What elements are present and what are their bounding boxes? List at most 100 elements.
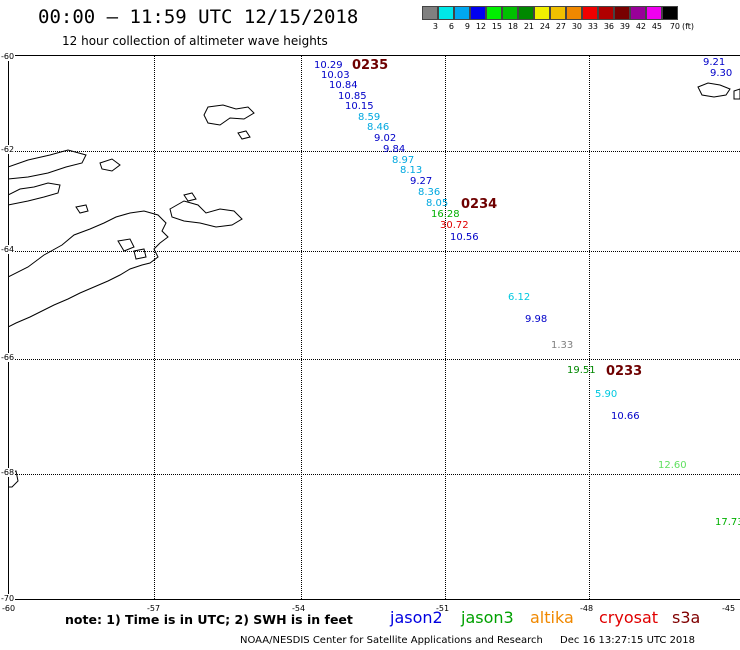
wave-height-label: 6.12 (508, 292, 531, 303)
wave-height-label: 8.36 (418, 187, 441, 198)
satellite-label: s3a (672, 608, 701, 627)
satellite-label: cryosat (599, 608, 659, 627)
wave-height-label: 17.73 (715, 517, 740, 528)
coastline-island (99, 158, 121, 172)
timestamp-text: Dec 16 13:27:15 UTC 2018 (560, 635, 696, 646)
wave-height-label: 8.97 (392, 155, 415, 166)
pass-time-label: 0235 (352, 58, 389, 73)
legend-label: 39 (619, 22, 630, 31)
coastline-island (8, 182, 61, 206)
legend-swatch (470, 6, 486, 20)
coastline-map (8, 82, 740, 488)
lon-label: -48 (580, 604, 594, 613)
legend-swatch (630, 6, 646, 20)
wave-height-label: 9.98 (525, 314, 548, 325)
legend-label: 12 (475, 22, 486, 31)
legend-swatch (518, 6, 534, 20)
wave-height-label: 10.56 (450, 232, 479, 243)
wave-height-label: 10.03 (321, 70, 350, 81)
legend-label: 9 (464, 22, 470, 31)
wave-height-label: 10.84 (329, 80, 358, 91)
legend-swatch (550, 6, 566, 20)
satellite-label: jason3 (461, 608, 514, 627)
wave-height-label: 9.84 (383, 144, 406, 155)
legend-label: 27 (555, 22, 566, 31)
legend-swatch (438, 6, 454, 20)
legend-swatch (566, 6, 582, 20)
legend-unit: (ft) (682, 22, 695, 31)
wave-height-label: 1.33 (551, 340, 574, 351)
coastline-island (169, 200, 243, 228)
coastline-island (733, 88, 740, 100)
lat-label: -64 (0, 245, 16, 254)
wave-height-label: 10.29 (314, 60, 343, 71)
map-frame (8, 55, 740, 600)
legend-label: 18 (507, 22, 518, 31)
wave-height-label: 8.59 (358, 112, 381, 123)
coastline-island (237, 130, 251, 140)
lon-gridline (301, 56, 302, 599)
footer-credit: NOAA/NESDIS Center for Satellite Applica… (240, 635, 695, 646)
coastline-peninsula (8, 210, 169, 328)
coastline-island (183, 192, 197, 202)
lon-gridline (589, 56, 590, 599)
wave-height-label: 10.85 (338, 91, 367, 102)
lon-label: -60 (2, 604, 16, 613)
wave-height-label: 10.15 (345, 101, 374, 112)
legend-swatch (662, 6, 678, 20)
wave-height-label: 8.46 (367, 122, 390, 133)
wave-height-label: 8.05 (426, 198, 449, 209)
legend-swatch (598, 6, 614, 20)
wave-height-label: 16.28 (431, 209, 460, 220)
wave-height-label: 9.21 (703, 57, 726, 68)
legend-label: 30 (571, 22, 582, 31)
legend-swatch (422, 6, 438, 20)
legend-swatches (422, 6, 694, 20)
legend-swatch (502, 6, 518, 20)
legend-swatch (454, 6, 470, 20)
coastline-island (8, 149, 87, 180)
lat-gridline (9, 151, 740, 152)
wave-height-label: 9.02 (374, 133, 397, 144)
wave-height-label: 30.72 (440, 220, 469, 231)
lon-gridline (445, 56, 446, 599)
footer-note: note: 1) Time is in UTC; 2) SWH is in fe… (65, 612, 353, 627)
legend-swatch (582, 6, 598, 20)
wave-height-label: 9.27 (410, 176, 433, 187)
lat-gridline (9, 251, 740, 252)
legend-swatch (486, 6, 502, 20)
legend-label: 42 (635, 22, 646, 31)
coastline-island (117, 238, 135, 252)
lat-label: -66 (0, 353, 16, 362)
color-legend: 3 6 9 12 15 18 21 24 27 30 33 36 39 42 4… (422, 6, 694, 31)
legend-label: 70 (669, 22, 680, 31)
satellite-label: altika (530, 608, 574, 627)
legend-label: 3 (432, 22, 438, 31)
lon-label: -54 (292, 604, 306, 613)
pass-time-label: 0234 (461, 197, 498, 212)
coastline-island (203, 104, 255, 126)
lon-label: -57 (147, 604, 161, 613)
lat-label: -60 (0, 52, 16, 61)
legend-labels: 3 6 9 12 15 18 21 24 27 30 33 36 39 42 4… (422, 22, 694, 31)
wave-height-label: 9.30 (710, 68, 733, 79)
credit-text: NOAA/NESDIS Center for Satellite Applica… (240, 635, 543, 646)
legend-swatch (646, 6, 662, 20)
coastline-island (697, 82, 731, 98)
satellite-label: jason2 (390, 608, 443, 627)
wave-height-label: 19.51 (567, 365, 596, 376)
lat-label: -68 (0, 468, 16, 477)
legend-swatch (614, 6, 630, 20)
map-title: 00:00 – 11:59 UTC 12/15/2018 (38, 6, 359, 28)
legend-swatch (534, 6, 550, 20)
lon-label: -51 (436, 604, 450, 613)
coastline-island (75, 204, 89, 214)
pass-time-label: 0233 (606, 364, 643, 379)
legend-label: 33 (587, 22, 598, 31)
wave-height-label: 10.66 (611, 411, 640, 422)
legend-label: 45 (651, 22, 662, 31)
map-subtitle: 12 hour collection of altimeter wave hei… (62, 34, 328, 48)
lat-label: -70 (0, 594, 16, 603)
lat-label: -62 (0, 145, 16, 154)
lat-gridline (9, 359, 740, 360)
